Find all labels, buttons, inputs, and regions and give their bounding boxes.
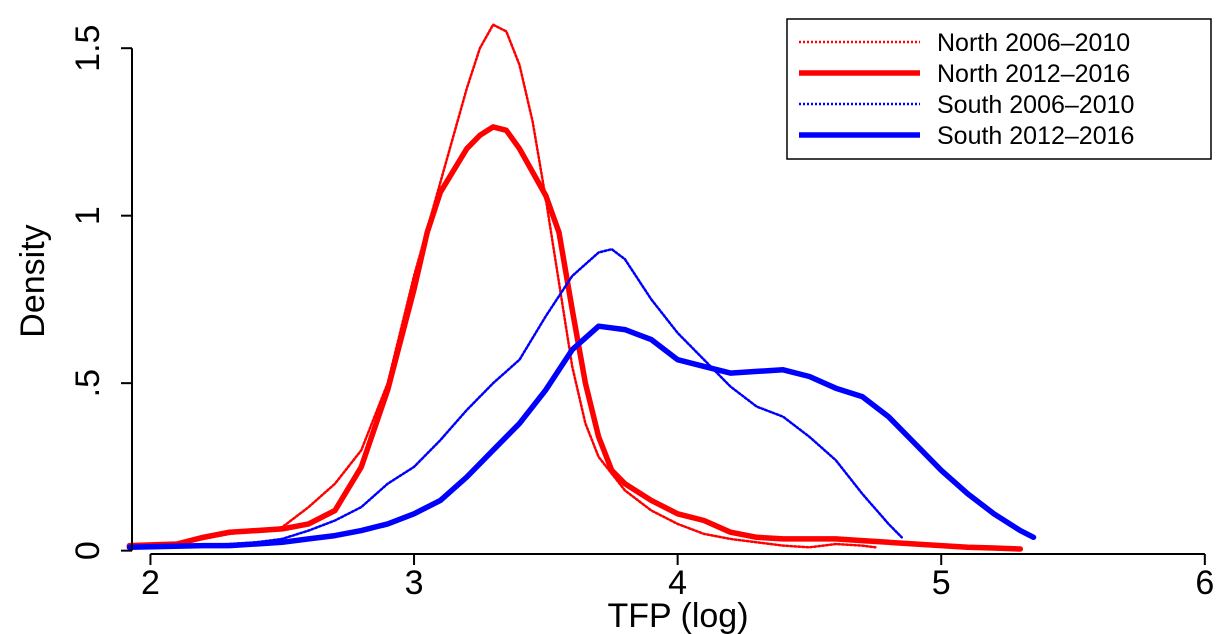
x-tick-label: 2 [141,564,160,602]
x-axis-title: TFP (log) [607,597,748,634]
legend-label: North 2012–2016 [937,60,1130,88]
x-axis-ticks: 2 3 4 5 6 [141,554,1214,602]
y-axis-ticks: 0 .5 1 1.5 [69,25,132,560]
legend-label: North 2006–2010 [937,29,1130,57]
y-axis-title: Density [14,224,52,337]
legend-label: South 2012–2016 [937,122,1134,150]
y-tick-label: 1.5 [69,25,107,72]
x-tick-label: 4 [668,564,687,602]
y-tick-label: 0 [69,541,107,560]
series-line-3 [128,247,903,549]
x-tick-label: 6 [1195,564,1214,602]
series-layer [126,23,1037,552]
x-tick-label: 5 [932,564,951,602]
series-line-1 [128,23,877,549]
y-tick-label: 1 [69,206,107,225]
series-line-2 [126,124,1024,552]
legend-label: South 2006–2010 [937,91,1134,119]
legend: North 2006–2010 North 2012–2016 South 2006… [786,18,1212,160]
series-line-4 [126,323,1037,551]
x-tick-label: 3 [405,564,424,602]
y-tick-label: .5 [69,369,107,397]
